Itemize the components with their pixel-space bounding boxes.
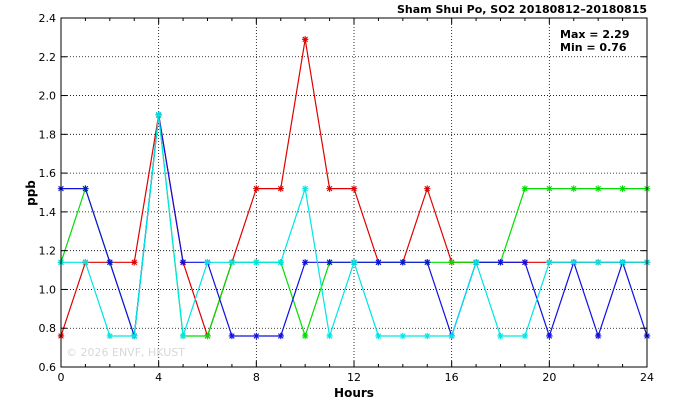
grid-lines <box>61 18 647 367</box>
data-point <box>179 259 187 266</box>
data-point <box>497 259 504 266</box>
x-tick-label: 0 <box>58 371 65 384</box>
data-point <box>326 185 333 192</box>
y-tick-label: 1.0 <box>39 283 57 296</box>
data-point <box>301 332 309 340</box>
data-point <box>521 332 529 340</box>
y-tick-label: 2.4 <box>39 12 57 25</box>
data-point <box>253 259 260 266</box>
data-point <box>204 259 211 266</box>
data-point <box>350 185 358 192</box>
data-point <box>204 332 211 340</box>
x-tick-label: 4 <box>155 371 162 384</box>
data-point <box>301 36 309 43</box>
data-point <box>131 259 138 266</box>
data-point <box>424 259 431 266</box>
data-point <box>594 259 602 266</box>
min-annotation: Min = 0.76 <box>560 41 627 54</box>
data-point <box>448 332 455 340</box>
y-tick-label: 2.0 <box>39 90 57 103</box>
data-point <box>131 332 138 340</box>
data-point <box>301 185 309 192</box>
data-point <box>472 259 480 266</box>
x-tick-label: 16 <box>445 371 459 384</box>
chart-title: Sham Shui Po, SO2 20180812–20180815 <box>397 3 647 16</box>
data-point <box>155 111 162 119</box>
data-point <box>326 259 333 266</box>
data-point <box>106 332 114 340</box>
data-point <box>301 259 309 266</box>
data-point <box>277 332 284 340</box>
x-tick-label: 12 <box>347 371 361 384</box>
x-tick-label: 20 <box>542 371 556 384</box>
data-point <box>570 185 577 192</box>
x-tick-label: 24 <box>640 371 654 384</box>
watermark: © 2026 ENVF, HKUST <box>66 346 185 359</box>
data-point <box>546 332 553 340</box>
y-tick-label: 0.6 <box>39 361 57 374</box>
data-point <box>619 185 626 192</box>
data-point <box>82 259 89 266</box>
data-point <box>521 259 529 266</box>
y-tick-label: 1.6 <box>39 167 57 180</box>
data-point <box>594 332 602 340</box>
data-point <box>594 185 602 192</box>
data-point <box>399 259 407 266</box>
y-tick-label: 0.8 <box>39 322 57 335</box>
x-axis-label: Hours <box>334 386 374 400</box>
data-point <box>326 332 333 340</box>
data-point <box>228 332 236 340</box>
data-point <box>253 332 260 340</box>
data-point <box>546 185 553 192</box>
data-point <box>179 332 187 340</box>
y-tick-label: 2.2 <box>39 51 57 64</box>
data-point <box>424 185 431 192</box>
y-tick-label: 1.8 <box>39 128 57 141</box>
data-point <box>375 332 382 340</box>
axis-ticks: 0.6 0.8 1.0 1.2 1.4 1.6 1.8 2.0 2.2 2.4 0 4 8 12 16 20 2… <box>39 12 655 384</box>
max-annotation: Max = 2.29 <box>560 28 629 41</box>
data-point <box>546 259 553 266</box>
data-point <box>619 259 626 266</box>
x-tick-label: 8 <box>253 371 260 384</box>
y-tick-label: 1.2 <box>39 245 57 258</box>
data-point <box>228 259 236 266</box>
data-point <box>277 185 284 192</box>
data-point <box>375 259 382 266</box>
data-point <box>399 332 407 340</box>
data-point <box>521 185 529 192</box>
data-point <box>350 259 358 266</box>
data-point <box>82 185 89 192</box>
y-axis-label: ppb <box>24 180 38 206</box>
y-tick-label: 1.4 <box>39 206 57 219</box>
data-point <box>253 185 260 192</box>
data-point <box>570 259 577 266</box>
data-point <box>424 332 431 340</box>
data-point <box>277 259 284 266</box>
data-point <box>448 259 455 266</box>
data-point <box>497 332 504 340</box>
data-point <box>106 259 114 266</box>
